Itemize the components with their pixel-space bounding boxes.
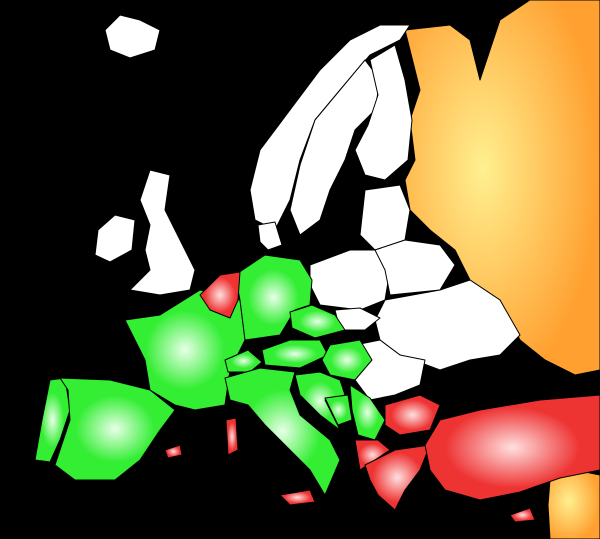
ukraine[interactable] [374, 279, 521, 371]
corsica-sardinia[interactable] [225, 417, 239, 456]
balearic[interactable] [164, 444, 183, 459]
macedonia-albania[interactable] [354, 439, 391, 471]
denmark[interactable] [257, 221, 283, 251]
iceland[interactable] [104, 14, 161, 59]
slovenia-croatia[interactable] [294, 371, 346, 431]
finland[interactable] [354, 44, 413, 181]
baltics[interactable] [359, 184, 411, 251]
france[interactable] [124, 289, 246, 411]
turkey[interactable] [424, 394, 600, 501]
sweden[interactable] [289, 59, 381, 236]
greece[interactable] [364, 444, 431, 511]
belgium-netherlands[interactable] [199, 271, 241, 319]
norway[interactable] [249, 24, 411, 231]
sicily[interactable] [279, 489, 316, 506]
belarus[interactable] [374, 239, 456, 296]
russia-south[interactable] [547, 469, 600, 539]
uk[interactable] [129, 169, 196, 296]
switzerland[interactable] [224, 349, 263, 373]
cyprus[interactable] [509, 507, 536, 523]
czechia[interactable] [289, 304, 346, 339]
russia[interactable] [404, 0, 600, 376]
ireland[interactable] [94, 214, 136, 263]
bulgaria[interactable] [384, 394, 441, 436]
hungary[interactable] [321, 339, 373, 381]
romania[interactable] [354, 339, 426, 401]
italy[interactable] [224, 367, 341, 496]
spain[interactable] [54, 377, 176, 481]
bosnia[interactable] [324, 394, 353, 426]
